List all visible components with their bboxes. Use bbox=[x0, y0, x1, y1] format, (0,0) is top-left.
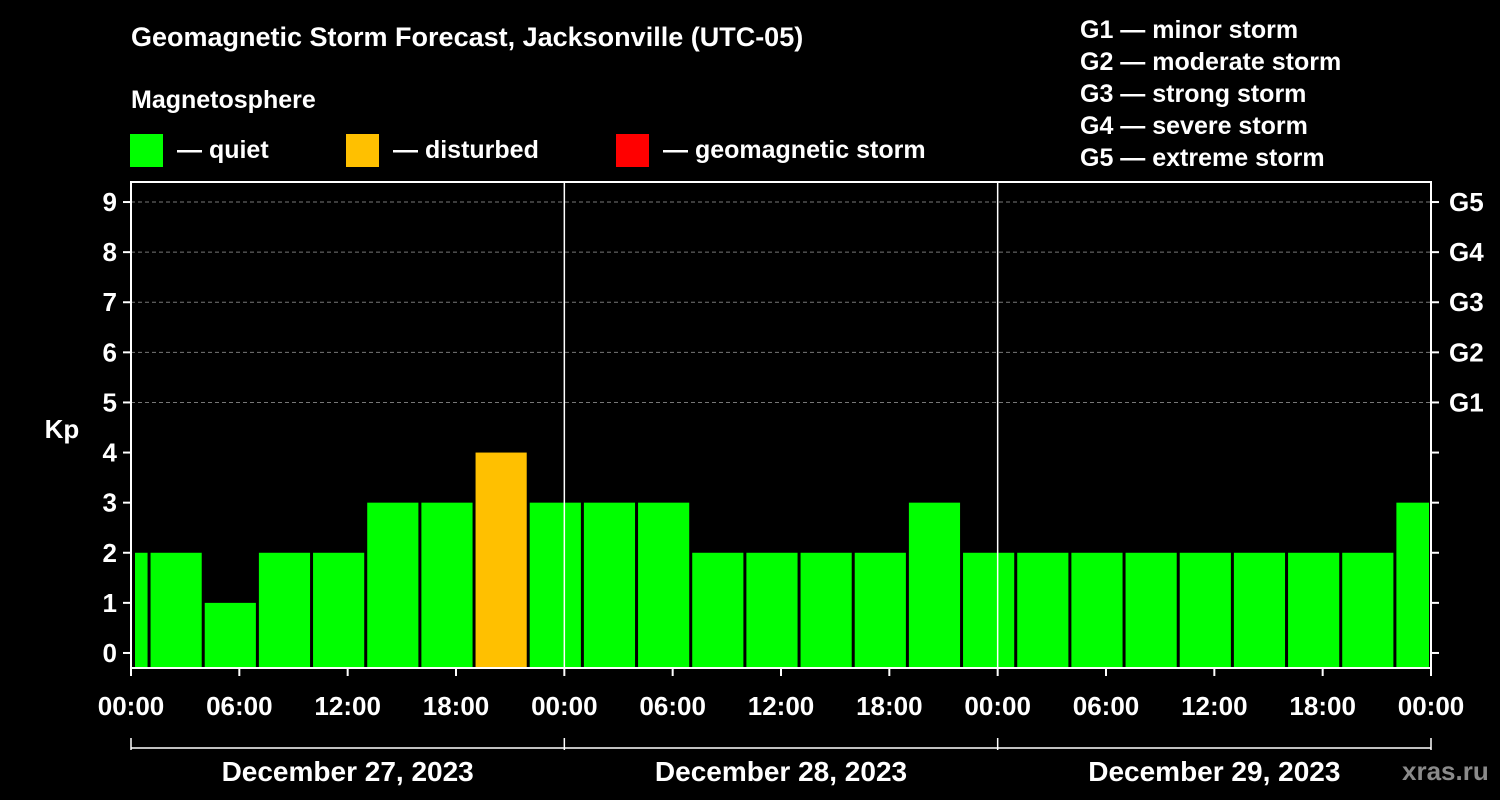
kp-bar-8 bbox=[529, 502, 581, 668]
right-label-g4: G4 bbox=[1449, 237, 1484, 267]
x-tick-label-12: 00:00 bbox=[1398, 691, 1465, 721]
x-tick-label-11: 18:00 bbox=[1289, 691, 1356, 721]
storm-scale-g4: G4 — severe storm bbox=[1080, 112, 1308, 140]
kp-bar-17 bbox=[1017, 552, 1069, 668]
kp-bar-13 bbox=[800, 552, 852, 668]
y-tick-label-7: 7 bbox=[103, 287, 117, 317]
x-tick-label-7: 18:00 bbox=[856, 691, 923, 721]
kp-bar-20 bbox=[1179, 552, 1231, 668]
kp-bar-24 bbox=[1396, 502, 1429, 668]
x-tick-label-2: 12:00 bbox=[314, 691, 381, 721]
legend-item-disturbed: — disturbed bbox=[346, 133, 539, 167]
y-tick-label-8: 8 bbox=[103, 237, 117, 267]
date-label-0: December 27, 2023 bbox=[222, 756, 474, 787]
date-label-2: December 29, 2023 bbox=[1088, 756, 1340, 787]
storm-scale-g2: G2 — moderate storm bbox=[1080, 48, 1342, 76]
kp-bar-15 bbox=[908, 502, 961, 668]
kp-bar-4 bbox=[313, 552, 365, 668]
kp-bar-14 bbox=[854, 552, 906, 668]
legend-item-storm: — geomagnetic storm bbox=[616, 133, 926, 167]
kp-bar-19 bbox=[1125, 552, 1177, 668]
x-tick-label-4: 00:00 bbox=[531, 691, 598, 721]
y-tick-label-1: 1 bbox=[103, 588, 117, 618]
legend-swatch-quiet bbox=[130, 133, 163, 167]
kp-bar-5 bbox=[367, 502, 419, 668]
right-label-g1: G1 bbox=[1449, 387, 1484, 417]
kp-bar-11 bbox=[692, 552, 744, 668]
legend-swatch-disturbed bbox=[346, 133, 379, 167]
y-axis-label: Kp bbox=[45, 414, 80, 444]
y-tick-label-0: 0 bbox=[103, 638, 117, 668]
x-tick-label-0: 00:00 bbox=[98, 691, 165, 721]
storm-scale-g5: G5 — extreme storm bbox=[1080, 144, 1325, 172]
chart-subtitle: Magnetosphere bbox=[131, 86, 316, 114]
kp-bar-23 bbox=[1342, 552, 1394, 668]
kp-bar-2 bbox=[204, 602, 256, 668]
kp-bar-9 bbox=[583, 502, 636, 668]
x-tick-label-5: 06:00 bbox=[639, 691, 706, 721]
right-label-g5: G5 bbox=[1449, 187, 1484, 217]
kp-bar-3 bbox=[258, 552, 311, 668]
legend-label-quiet: — quiet bbox=[177, 135, 269, 164]
storm-scale-g1: G1 — minor storm bbox=[1080, 16, 1299, 44]
y-tick-label-6: 6 bbox=[103, 337, 117, 367]
watermark: xras.ru bbox=[1402, 756, 1489, 786]
y-tick-label-9: 9 bbox=[103, 187, 117, 217]
legend-label-storm: — geomagnetic storm bbox=[663, 135, 926, 164]
storm-scale-g3: G3 — strong storm bbox=[1080, 80, 1307, 108]
storm-scale-legend: G1 — minor storm G2 — moderate storm G3 … bbox=[1080, 14, 1341, 174]
legend-swatch-storm bbox=[616, 133, 649, 167]
kp-bar-18 bbox=[1071, 552, 1123, 668]
x-tick-label-9: 06:00 bbox=[1073, 691, 1140, 721]
kp-bar-6 bbox=[421, 502, 473, 668]
y-tick-label-4: 4 bbox=[103, 438, 118, 468]
x-tick-label-1: 06:00 bbox=[206, 691, 273, 721]
right-label-g2: G2 bbox=[1449, 337, 1484, 367]
x-tick-label-10: 12:00 bbox=[1181, 691, 1248, 721]
right-label-g3: G3 bbox=[1449, 287, 1484, 317]
kp-bar-16 bbox=[963, 552, 1015, 668]
y-tick-label-5: 5 bbox=[103, 387, 117, 417]
kp-bar-22 bbox=[1288, 552, 1340, 668]
date-label-1: December 28, 2023 bbox=[655, 756, 907, 787]
y-tick-label-3: 3 bbox=[103, 488, 117, 518]
kp-bar-21 bbox=[1233, 552, 1286, 668]
kp-bar-10 bbox=[638, 502, 690, 668]
kp-bar-7 bbox=[475, 452, 527, 668]
chart-title: Geomagnetic Storm Forecast, Jacksonville… bbox=[131, 22, 804, 52]
kp-bar-1 bbox=[150, 552, 202, 668]
legend-item-quiet: — quiet bbox=[130, 133, 269, 167]
x-tick-label-3: 18:00 bbox=[423, 691, 490, 721]
x-tick-label-8: 00:00 bbox=[964, 691, 1031, 721]
kp-bar-0 bbox=[135, 552, 148, 668]
legend-label-disturbed: — disturbed bbox=[393, 135, 539, 164]
kp-bar-12 bbox=[746, 552, 798, 668]
y-tick-label-2: 2 bbox=[103, 538, 117, 568]
x-tick-label-6: 12:00 bbox=[748, 691, 815, 721]
